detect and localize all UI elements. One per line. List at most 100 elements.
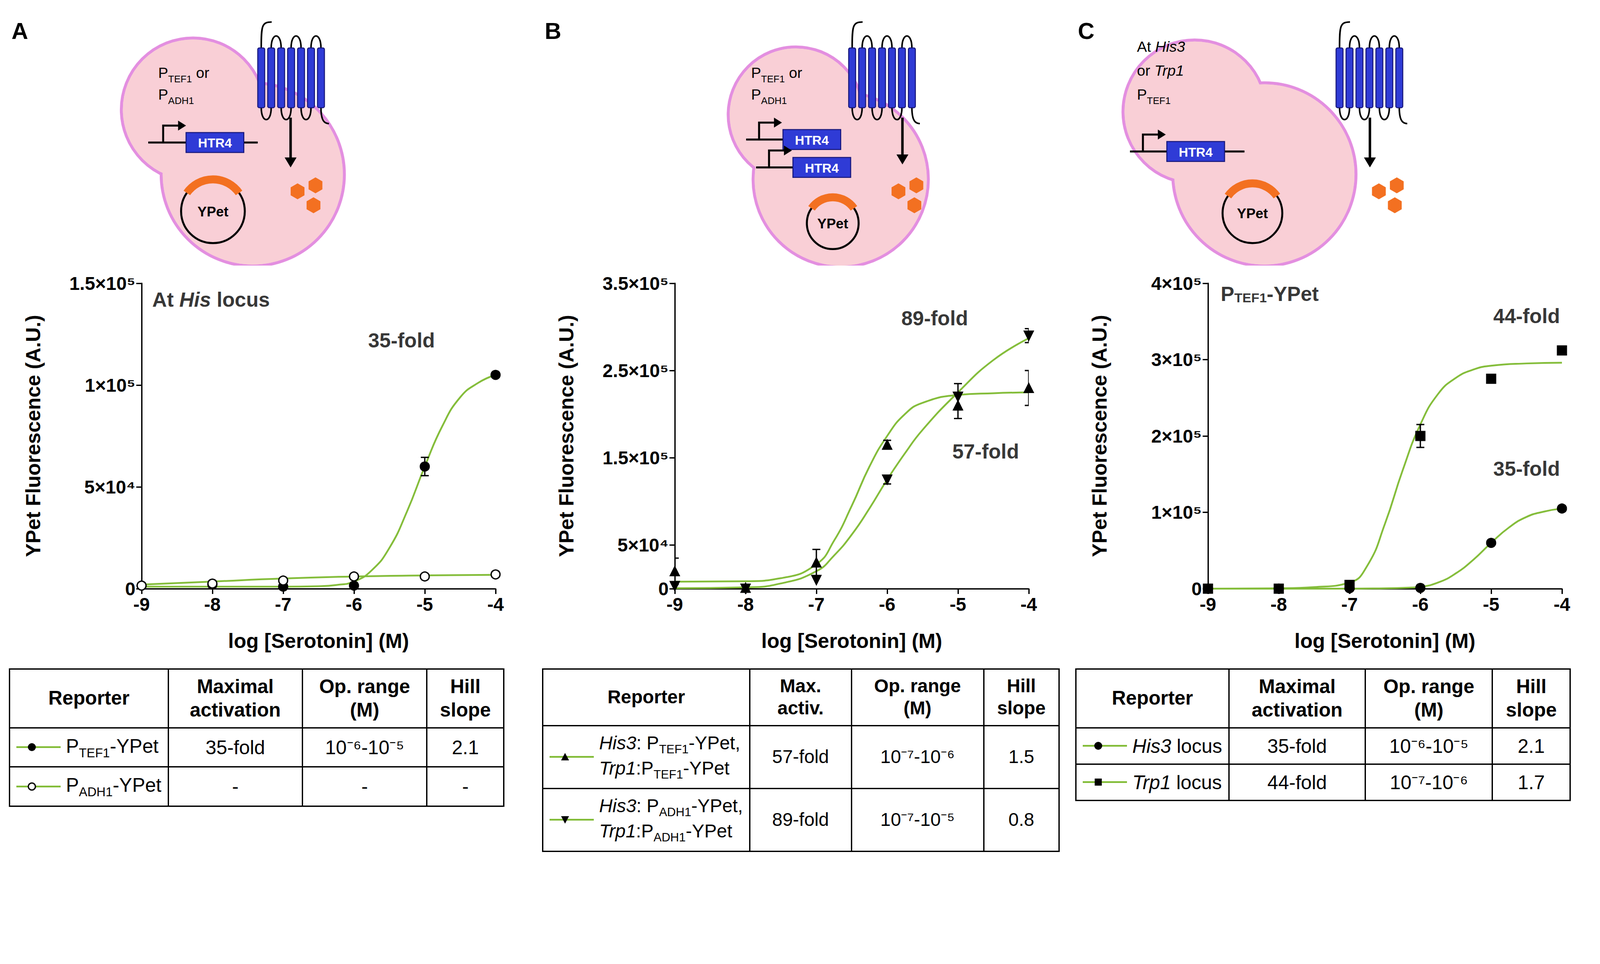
svg-text:-5: -5 (1482, 593, 1500, 615)
svg-text:1.5×10⁵: 1.5×10⁵ (602, 447, 669, 469)
svg-text:TEF1: TEF1 (1234, 290, 1267, 305)
svg-text:-4: -4 (487, 593, 504, 615)
svg-text:89-fold: 89-fold (901, 306, 969, 330)
html-text:Trp1:PADH1-YPet: Trp1:PADH1-YPet (599, 820, 733, 845)
svg-text:PADH1: PADH1 (158, 85, 195, 107)
svg-text:-9: -9 (666, 593, 683, 615)
html-text:Maximal activation: Maximal activation (189, 675, 281, 721)
svg-text:35-fold: 35-fold (1493, 457, 1561, 481)
html-text:Hill slope: Hill slope (997, 675, 1046, 719)
svg-text:log [Serotonin] (M): log [Serotonin] (M) (228, 629, 410, 653)
svg-text:PTEF1 or: PTEF1 or (158, 64, 210, 85)
html-text:Op. range (M): Op. range (M) (1383, 675, 1475, 721)
html-text:Reporter: Reporter (1111, 686, 1194, 709)
html-text:Trp1:PTEF1-YPet: Trp1:PTEF1-YPet (599, 757, 730, 782)
svg-text:PTEF1 or: PTEF1 or (751, 64, 803, 85)
svg-text:-8: -8 (203, 593, 221, 615)
html-text:Hill slope: Hill slope (439, 675, 491, 721)
svg-text:1×10⁵: 1×10⁵ (1151, 501, 1202, 523)
svg-text:log [Serotonin] (M): log [Serotonin] (M) (1294, 629, 1476, 653)
svg-text:-7: -7 (1341, 593, 1358, 615)
svg-text:-7: -7 (274, 593, 292, 615)
svg-text:2×10⁵: 2×10⁵ (1151, 425, 1202, 447)
svg-text:-8: -8 (1270, 593, 1287, 615)
svg-text:-4: -4 (1020, 593, 1038, 615)
html-text:10⁻⁷-10⁻⁶: 10⁻⁷-10⁻⁶ (880, 746, 955, 767)
html-text:Trp1 locus: Trp1 locus (1132, 771, 1222, 793)
html-text:Reporter: Reporter (607, 686, 685, 708)
html-text:Max. activ.: Max. activ. (777, 675, 824, 719)
svg-text:YPet Fluorescence (A.U.): YPet Fluorescence (A.U.) (1088, 314, 1112, 557)
html-text:His3: PTEF1-YPet,: His3: PTEF1-YPet, (599, 732, 741, 756)
svg-text:3.5×10⁵: 3.5×10⁵ (602, 273, 669, 294)
html-text:Op. range (M): Op. range (M) (319, 675, 411, 721)
html-text:Op. range (M): Op. range (M) (874, 675, 961, 719)
svg-text:5×10⁴: 5×10⁴ (84, 476, 136, 498)
svg-text:-5: -5 (416, 593, 433, 615)
svg-text:35-fold: 35-fold (368, 328, 435, 352)
html-text:89-fold: 89-fold (772, 808, 829, 830)
svg-text:PTEF1: PTEF1 (1137, 85, 1171, 107)
html-text:2.1: 2.1 (451, 736, 479, 758)
svg-text:1×10⁵: 1×10⁵ (84, 374, 136, 396)
svg-text:57-fold: 57-fold (952, 439, 1020, 463)
svg-text:locus: locus (211, 288, 270, 312)
svg-text:-9: -9 (133, 593, 150, 615)
html-text:1.5: 1.5 (1008, 746, 1035, 767)
html-text:His3: PADH1-YPet,: His3: PADH1-YPet, (599, 795, 743, 819)
html-text:2.1: 2.1 (1517, 734, 1545, 757)
html-text:35-fold: 35-fold (1267, 734, 1327, 757)
svg-text:YPet: YPet (817, 215, 849, 232)
svg-text:P: P (1220, 282, 1235, 306)
html-text:10⁻⁷-10⁻⁶: 10⁻⁷-10⁻⁶ (1389, 771, 1468, 793)
svg-text:or Trp1: or Trp1 (1137, 61, 1185, 79)
svg-text:5×10⁴: 5×10⁴ (617, 534, 669, 556)
html-text:C: C (1077, 18, 1095, 44)
svg-text:YPet: YPet (1236, 205, 1269, 222)
svg-text:-9: -9 (1199, 593, 1216, 615)
svg-text:YPet Fluorescence (A.U.): YPet Fluorescence (A.U.) (21, 314, 45, 557)
svg-text:At: At (152, 288, 180, 312)
svg-text:44-fold: 44-fold (1493, 304, 1561, 328)
html-text:0.8: 0.8 (1008, 808, 1035, 830)
svg-text:3×10⁵: 3×10⁵ (1151, 349, 1202, 370)
svg-text:-8: -8 (737, 593, 754, 615)
svg-text:YPet Fluorescence (A.U.): YPet Fluorescence (A.U.) (554, 314, 578, 557)
html-text:B: B (544, 18, 562, 44)
html-text:A: A (11, 18, 29, 44)
html-text:1.7: 1.7 (1517, 771, 1545, 793)
svg-text:0: 0 (125, 578, 136, 599)
svg-text:2.5×10⁵: 2.5×10⁵ (602, 360, 669, 381)
svg-text:HTR4: HTR4 (1178, 145, 1213, 160)
svg-text:His: His (179, 288, 212, 312)
svg-text:HTR4: HTR4 (795, 133, 830, 148)
html-text:Hill slope: Hill slope (1505, 675, 1557, 721)
svg-text:-4: -4 (1553, 593, 1571, 615)
svg-text:-6: -6 (1411, 593, 1429, 615)
html-text:10⁻⁶-10⁻⁵: 10⁻⁶-10⁻⁵ (1389, 734, 1469, 757)
svg-text:HTR4: HTR4 (804, 161, 839, 176)
html-text:His3 locus: His3 locus (1132, 734, 1223, 757)
html-text:35-fold: 35-fold (205, 736, 266, 758)
html-text:Reporter: Reporter (48, 686, 130, 709)
html-text:10⁻⁷-10⁻⁵: 10⁻⁷-10⁻⁵ (880, 808, 955, 830)
svg-text:-5: -5 (949, 593, 966, 615)
svg-text:0: 0 (658, 578, 669, 599)
html-text:10⁻⁶-10⁻⁵: 10⁻⁶-10⁻⁵ (325, 736, 405, 758)
html-text:Maximal activation: Maximal activation (1251, 675, 1343, 721)
svg-text:-6: -6 (878, 593, 896, 615)
svg-text:4×10⁵: 4×10⁵ (1151, 273, 1202, 294)
html-text:PADH1-YPet: PADH1-YPet (65, 773, 162, 799)
svg-text:YPet: YPet (197, 203, 229, 220)
svg-text:log [Serotonin] (M): log [Serotonin] (M) (761, 629, 943, 653)
svg-text:1.5×10⁵: 1.5×10⁵ (69, 273, 136, 294)
html-text:PTEF1-YPet: PTEF1-YPet (65, 734, 159, 760)
svg-text:At His3: At His3 (1137, 38, 1186, 55)
svg-text:-YPet: -YPet (1266, 282, 1320, 306)
svg-text:-7: -7 (807, 593, 825, 615)
html-text:44-fold: 44-fold (1267, 771, 1327, 793)
svg-text:PADH1: PADH1 (751, 85, 788, 107)
svg-text:-6: -6 (345, 593, 362, 615)
html-text:57-fold: 57-fold (772, 746, 829, 767)
svg-text:HTR4: HTR4 (198, 135, 233, 150)
